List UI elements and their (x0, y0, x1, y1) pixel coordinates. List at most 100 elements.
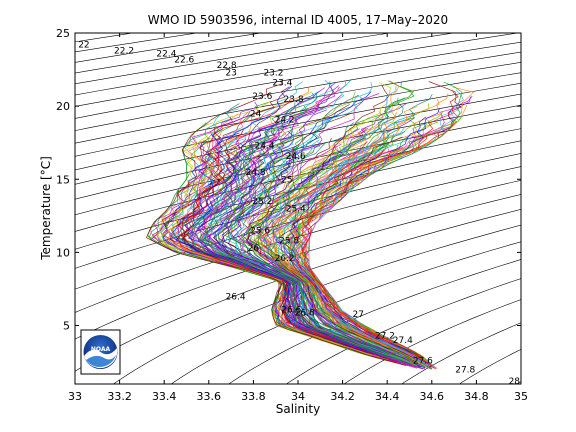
density-contour (170, 241, 521, 384)
profile-line (194, 92, 411, 365)
density-contour-label: 22.8 (217, 61, 237, 71)
density-contour-label: 23.8 (284, 95, 304, 105)
profile-line (274, 118, 428, 366)
density-contour (401, 322, 521, 384)
x-tick-label: 34 (291, 390, 305, 403)
density-contour-label: 22.2 (114, 47, 134, 57)
profile-line (182, 146, 380, 357)
profile-line (229, 82, 388, 355)
density-contour (75, 179, 521, 313)
profile-line (192, 97, 426, 370)
x-tick-label: 35 (514, 390, 528, 403)
profile-line (240, 122, 405, 359)
x-tick-label: 34.4 (375, 390, 400, 403)
profile-line (200, 81, 378, 353)
density-contour (75, 72, 521, 157)
density-contour-label: 23.4 (272, 79, 292, 89)
density-contour-label: 27 (352, 310, 363, 320)
profile-line (231, 141, 411, 362)
x-tick-label: 33.8 (241, 390, 266, 403)
profile-line (145, 78, 407, 366)
profile-line (237, 143, 396, 355)
density-contour (343, 299, 521, 384)
y-axis-label: Temperature [°C] (39, 156, 53, 261)
profile-line (224, 132, 403, 359)
density-contour (75, 128, 521, 232)
y-tick-label: 15 (56, 173, 70, 186)
profile-line (261, 103, 407, 355)
profile-lines (145, 78, 475, 370)
density-contour-label: 24 (250, 109, 262, 119)
profile-line (201, 92, 412, 365)
density-contour-label: 24.8 (246, 168, 266, 178)
density-contour (75, 209, 521, 372)
density-contour-label: 22.6 (174, 55, 194, 65)
profile-line (270, 127, 426, 364)
x-tick-label: 34.8 (464, 390, 489, 403)
density-contours (0, 18, 576, 391)
density-contour-label: 23.2 (263, 68, 283, 78)
density-contour-labels: 22 22.2 22.422.6 22.823 23.223.423.6 23.8 24 24… (78, 41, 521, 387)
density-contour-label: 25.8 (279, 237, 299, 247)
density-contour-label: 22 (78, 41, 89, 51)
profile-line (301, 131, 441, 358)
density-contour (75, 61, 521, 144)
profile-line (221, 112, 389, 354)
density-contour-label: 28 (509, 377, 521, 387)
density-contour (75, 116, 521, 216)
x-tick-label: 33.6 (197, 390, 222, 403)
profile-line (151, 129, 389, 361)
density-contour-label: 27.8 (455, 365, 475, 375)
density-contour-label: 25.6 (250, 226, 270, 236)
x-tick-label: 33.4 (152, 390, 177, 403)
y-tick-label: 25 (56, 27, 70, 40)
profile-line (166, 136, 380, 358)
profile-line (187, 125, 382, 357)
profile-line (160, 108, 405, 366)
density-contour-label: 23 (225, 68, 236, 78)
density-contour-label: 25 (281, 175, 292, 185)
x-tick-label: 33.2 (107, 390, 132, 403)
density-contour (112, 224, 521, 384)
density-contour-label: 26.8 (295, 308, 315, 318)
density-contour-label: 22.4 (156, 49, 176, 59)
density-contour-label: 24.2 (275, 115, 295, 125)
density-contour-label: 26 (248, 244, 260, 254)
density-contour (75, 194, 521, 340)
density-contour-label: 23.6 (252, 92, 272, 102)
density-contour (75, 140, 521, 250)
density-contour-label: 25.2 (252, 197, 272, 207)
profile-line (218, 91, 413, 364)
density-contour (75, 33, 392, 85)
profile-line (248, 85, 418, 363)
density-contour (75, 166, 521, 290)
density-contour-label: 27.4 (393, 336, 413, 346)
density-contour-label: 27.2 (375, 332, 395, 342)
density-contour (0, 18, 37, 391)
density-contour-label: 26.6 (281, 305, 301, 315)
density-contour-label: 26.2 (275, 254, 295, 264)
logo-text: NOAA (91, 346, 111, 353)
profile-line (185, 87, 424, 370)
y-axis-ticks: 5 10 15 20 25 (56, 27, 521, 333)
density-contour-label: 25.4 (286, 205, 306, 215)
chart-title: WMO ID 5903596, internal ID 4005, 17–May… (148, 13, 448, 27)
noaa-logo: NOAA (80, 329, 121, 375)
density-contour (75, 33, 520, 107)
profile-line (289, 146, 417, 358)
density-contour (228, 259, 521, 384)
y-tick-label: 20 (56, 100, 70, 113)
profile-line (190, 122, 375, 354)
profile-line (296, 116, 463, 363)
x-tick-label: 34.2 (330, 390, 355, 403)
profile-line (203, 151, 390, 357)
profile-line (230, 145, 424, 367)
density-contour (75, 41, 521, 119)
profile-line (214, 109, 391, 356)
profile-line (176, 138, 393, 360)
density-contour (563, 18, 576, 391)
density-contour (285, 278, 521, 384)
y-tick-label: 5 (63, 320, 70, 333)
profile-line (275, 136, 432, 368)
